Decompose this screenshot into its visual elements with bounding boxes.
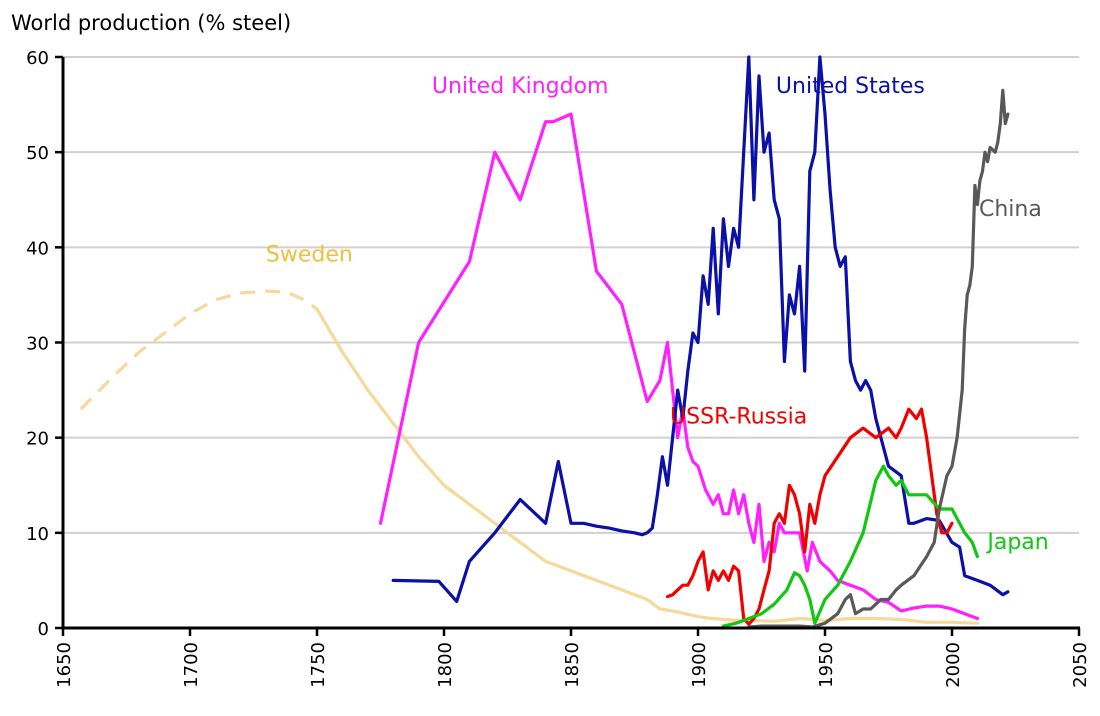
y-tick-label-60: 60 [26,48,49,69]
series-line-united-kingdom [378,112,979,621]
y-tick-label-0: 0 [38,619,49,640]
series-line-ussr-russia [665,407,954,626]
y-tick-label-30: 30 [26,334,49,355]
y-tick-label-50: 50 [26,143,49,164]
series-label-sweden: Sweden [266,243,353,268]
axes: 0 10 20 30 40 50 60 1650 1700 1750 1800 1850 1900 195… [26,48,1091,688]
series-line-sweden-solid [315,307,979,625]
x-tick-label-1850: 1850 [562,642,583,688]
grid-lines [63,56,1079,534]
series-labels: Sweden United Kingdom United States USSR-Ru… [266,74,1049,555]
x-tick-label-2050: 2050 [1070,642,1091,688]
y-tick-label-40: 40 [26,238,49,259]
series-line-sweden-dashed [79,289,318,411]
x-tick-label-1700: 1700 [181,642,202,688]
series-label-china: China [979,197,1042,222]
series-label-ussr-russia: USSR-Russia [670,404,807,429]
x-tick-label-1650: 1650 [54,642,75,688]
x-tick-label-1950: 1950 [816,642,837,688]
series-line-china [747,88,1010,629]
x-tick-label-1900: 1900 [689,642,710,688]
series-label-japan: Japan [985,530,1048,555]
x-tick-label-1750: 1750 [308,642,329,688]
y-axis-title: World production (% steel) [11,11,291,35]
series-lines [79,55,1010,629]
series-line-united-states [391,55,1010,603]
series-label-united-kingdom: United Kingdom [432,74,609,99]
x-tick-label-1800: 1800 [435,642,456,688]
y-tick-label-10: 10 [26,524,49,545]
series-label-united-states: United States [776,74,925,99]
y-tick-label-20: 20 [26,429,49,450]
x-tick-label-2000: 2000 [943,642,964,688]
series-line-japan [721,464,979,628]
